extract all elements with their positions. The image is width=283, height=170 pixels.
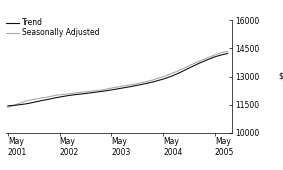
Seasonally Adjusted <box>49 95 53 97</box>
Seasonally Adjusted <box>10 105 14 107</box>
Seasonally Adjusted <box>15 103 18 105</box>
Line: Trend: Trend <box>8 54 228 106</box>
Trend <box>53 97 57 99</box>
Seasonally Adjusted <box>84 91 87 93</box>
Trend <box>161 78 165 80</box>
Seasonally Adjusted <box>144 81 147 83</box>
Y-axis label: $m: $m <box>278 72 283 81</box>
Trend <box>226 53 230 55</box>
Seasonally Adjusted <box>19 102 22 104</box>
Seasonally Adjusted <box>153 79 156 81</box>
Trend <box>6 105 10 107</box>
Seasonally Adjusted <box>41 97 44 99</box>
Trend <box>101 90 104 92</box>
Trend <box>19 104 22 106</box>
Trend <box>15 104 18 106</box>
Trend <box>41 99 44 101</box>
Seasonally Adjusted <box>187 65 191 67</box>
Seasonally Adjusted <box>118 86 122 88</box>
Seasonally Adjusted <box>179 69 182 71</box>
Seasonally Adjusted <box>28 99 31 101</box>
Seasonally Adjusted <box>6 106 10 108</box>
Seasonally Adjusted <box>170 72 173 74</box>
Seasonally Adjusted <box>58 94 61 96</box>
Seasonally Adjusted <box>45 96 48 98</box>
Trend <box>153 81 156 83</box>
Trend <box>170 75 173 77</box>
Trend <box>32 101 35 103</box>
Seasonally Adjusted <box>32 98 35 100</box>
Seasonally Adjusted <box>127 84 130 86</box>
Trend <box>10 104 14 106</box>
Seasonally Adjusted <box>213 54 216 56</box>
Seasonally Adjusted <box>101 89 104 91</box>
Trend <box>92 91 96 93</box>
Seasonally Adjusted <box>196 61 199 63</box>
Trend <box>84 92 87 95</box>
Trend <box>217 55 221 57</box>
Seasonally Adjusted <box>110 87 113 89</box>
Seasonally Adjusted <box>23 100 27 102</box>
Seasonally Adjusted <box>136 83 139 85</box>
Trend <box>28 102 31 104</box>
Trend <box>67 95 70 97</box>
Seasonally Adjusted <box>92 90 96 92</box>
Trend <box>36 100 40 102</box>
Trend <box>110 89 113 91</box>
Trend <box>144 83 147 85</box>
Trend <box>75 94 78 96</box>
Trend <box>45 99 48 101</box>
Seasonally Adjusted <box>75 92 78 94</box>
Trend <box>205 59 208 61</box>
Legend: Trend, Seasonally Adjusted: Trend, Seasonally Adjusted <box>6 18 100 37</box>
Trend <box>58 96 61 98</box>
Trend <box>49 98 53 100</box>
Seasonally Adjusted <box>222 51 225 53</box>
Seasonally Adjusted <box>226 50 230 53</box>
Seasonally Adjusted <box>205 57 208 59</box>
Trend <box>213 56 216 58</box>
Trend <box>196 63 199 65</box>
Trend <box>23 103 27 105</box>
Seasonally Adjusted <box>161 76 165 78</box>
Trend <box>179 71 182 73</box>
Seasonally Adjusted <box>67 93 70 95</box>
Trend <box>222 53 225 55</box>
Trend <box>118 87 122 89</box>
Line: Seasonally Adjusted: Seasonally Adjusted <box>8 52 228 107</box>
Seasonally Adjusted <box>53 94 57 96</box>
Seasonally Adjusted <box>36 98 40 100</box>
Trend <box>136 84 139 86</box>
Trend <box>187 67 191 69</box>
Seasonally Adjusted <box>217 53 221 55</box>
Trend <box>127 86 130 88</box>
